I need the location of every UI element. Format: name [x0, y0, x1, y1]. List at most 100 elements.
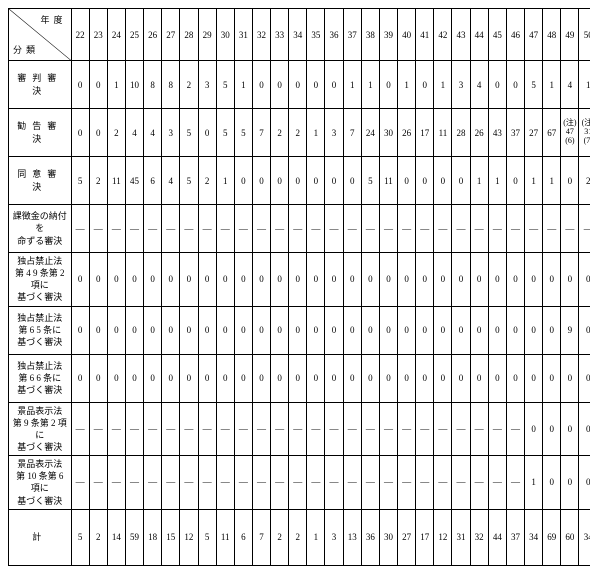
data-cell: 0	[470, 354, 488, 402]
data-cell: 5	[71, 509, 89, 565]
data-cell: 0	[234, 306, 252, 354]
data-cell: ―	[89, 402, 107, 456]
data-cell: 2	[107, 109, 125, 157]
data-cell: 27	[525, 109, 543, 157]
data-cell: ―	[180, 456, 198, 510]
data-cell: 0	[579, 253, 590, 307]
data-cell: 1	[525, 157, 543, 205]
row-header: 独占禁止法第 6 6 条に基づく審決	[9, 354, 72, 402]
data-cell: 0	[488, 61, 506, 109]
row-header: 勧告審決	[9, 109, 72, 157]
data-cell: 1	[361, 61, 379, 109]
data-cell: ―	[271, 205, 289, 253]
data-cell: 0	[71, 253, 89, 307]
data-cell: ―	[343, 456, 361, 510]
data-cell: 0	[416, 253, 434, 307]
data-cell: 5	[216, 109, 234, 157]
data-cell: 1	[543, 61, 561, 109]
year-header: 45	[488, 9, 506, 61]
data-cell: ―	[289, 402, 307, 456]
data-cell: 0	[216, 306, 234, 354]
data-cell: 0	[416, 157, 434, 205]
data-cell: 0	[452, 306, 470, 354]
data-cell: ―	[416, 456, 434, 510]
data-cell: 0	[361, 354, 379, 402]
data-cell: 0	[271, 253, 289, 307]
data-cell: ―	[216, 456, 234, 510]
data-cell: 0	[361, 253, 379, 307]
data-cell: 0	[343, 306, 361, 354]
data-cell: ―	[252, 456, 270, 510]
shinketsu-table: 年度 分類 2223242526272829303132333435363738…	[8, 8, 590, 566]
data-cell: 0	[307, 157, 325, 205]
data-cell: ―	[579, 205, 590, 253]
year-header: 39	[379, 9, 397, 61]
year-header: 30	[216, 9, 234, 61]
data-cell: ―	[543, 205, 561, 253]
data-cell: 0	[125, 306, 143, 354]
data-cell: 0	[525, 253, 543, 307]
data-cell: 0	[198, 354, 216, 402]
data-cell: 0	[543, 354, 561, 402]
data-cell: 32	[470, 509, 488, 565]
data-cell: 0	[379, 61, 397, 109]
data-cell: 18	[144, 509, 162, 565]
data-cell: 0	[561, 354, 579, 402]
row-header: 独占禁止法第 4 9 条第 2 項に基づく審決	[9, 253, 72, 307]
year-header: 36	[325, 9, 343, 61]
data-cell: (注)31(7)	[579, 109, 590, 157]
data-cell: 0	[325, 253, 343, 307]
data-cell: 4	[561, 61, 579, 109]
data-cell: 59	[125, 509, 143, 565]
data-cell: ―	[234, 402, 252, 456]
data-cell: ―	[488, 456, 506, 510]
data-cell: 44	[488, 509, 506, 565]
data-cell: 10	[125, 61, 143, 109]
data-cell: 31	[452, 509, 470, 565]
data-cell: 0	[107, 306, 125, 354]
data-cell: ―	[71, 205, 89, 253]
data-cell: 0	[252, 157, 270, 205]
year-header: 26	[144, 9, 162, 61]
year-header: 41	[416, 9, 434, 61]
data-cell: ―	[379, 456, 397, 510]
year-header: 27	[162, 9, 180, 61]
data-cell: 0	[71, 61, 89, 109]
data-cell: 2	[198, 157, 216, 205]
data-cell: 5	[198, 509, 216, 565]
data-cell: 24	[361, 109, 379, 157]
data-cell: 0	[180, 354, 198, 402]
data-cell: ―	[144, 456, 162, 510]
header-bottom-label: 分類	[13, 43, 39, 56]
data-cell: 0	[125, 354, 143, 402]
data-cell: 0	[289, 354, 307, 402]
data-cell: ―	[216, 402, 234, 456]
data-cell: 5	[180, 109, 198, 157]
data-cell: 34	[579, 509, 590, 565]
data-cell: 0	[488, 253, 506, 307]
data-cell: 4	[125, 109, 143, 157]
data-cell: 2	[180, 61, 198, 109]
data-cell: 36	[361, 509, 379, 565]
data-cell: ―	[252, 402, 270, 456]
data-cell: 0	[470, 253, 488, 307]
data-cell: 0	[107, 253, 125, 307]
data-cell: ―	[361, 456, 379, 510]
data-cell: 0	[506, 61, 524, 109]
data-cell: 0	[452, 354, 470, 402]
data-cell: ―	[144, 205, 162, 253]
table-row: 独占禁止法第 6 5 条に基づく審決0000000000000000000000…	[9, 306, 590, 354]
data-cell: 5	[216, 61, 234, 109]
data-cell: 4	[470, 61, 488, 109]
data-cell: 0	[379, 253, 397, 307]
year-header: 46	[506, 9, 524, 61]
data-cell: 0	[416, 61, 434, 109]
data-cell: 0	[180, 253, 198, 307]
data-cell: 17	[416, 109, 434, 157]
row-header: 景品表示法第 9 条第 2 項に基づく審決	[9, 402, 72, 456]
data-cell: 0	[579, 456, 590, 510]
data-cell: 0	[506, 354, 524, 402]
data-cell: 0	[271, 61, 289, 109]
data-cell: 0	[398, 306, 416, 354]
data-cell: ―	[561, 205, 579, 253]
